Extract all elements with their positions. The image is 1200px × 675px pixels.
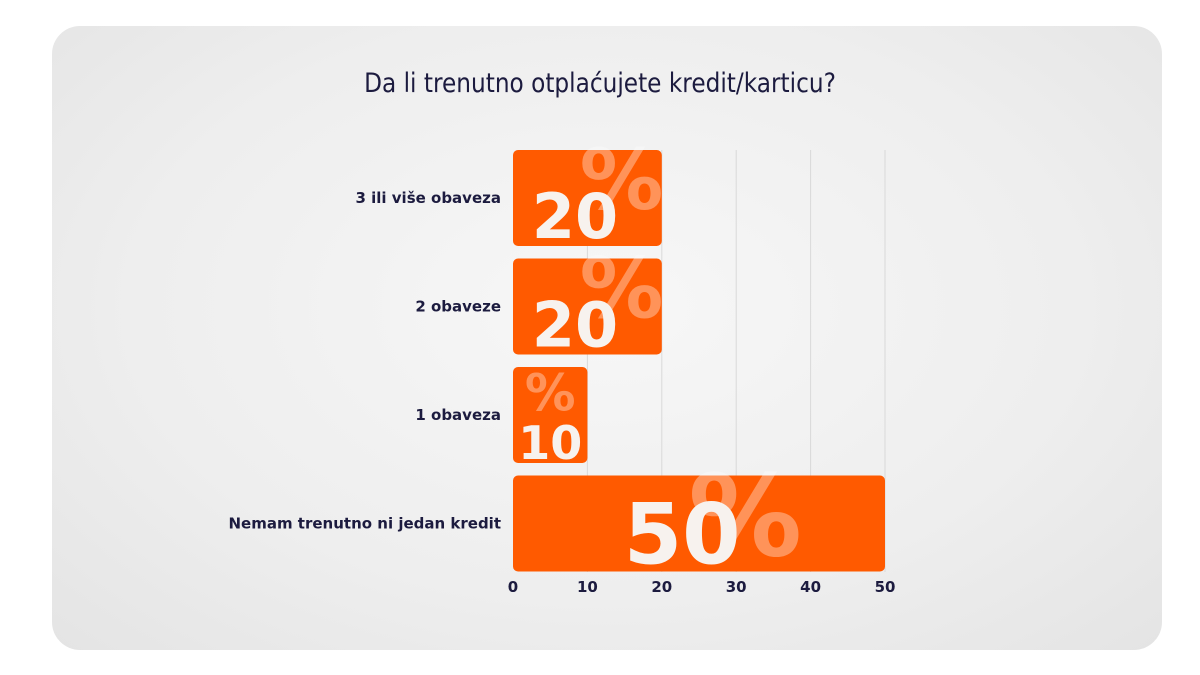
x-tick-label: 10 — [577, 578, 598, 596]
percent-symbol: % — [580, 239, 664, 337]
bar — [513, 367, 588, 463]
x-tick-label: 40 — [800, 578, 821, 596]
bar-value-label: 20 — [532, 289, 618, 362]
bar-value-label: 10 — [518, 416, 582, 470]
x-tick-label: 20 — [651, 578, 672, 596]
chart-title: Da li trenutno otplaćujete kredit/kartic… — [364, 68, 836, 99]
category-label: 2 obaveze — [415, 298, 501, 316]
bar — [513, 150, 662, 246]
category-label: 1 obaveza — [415, 406, 501, 424]
x-tick-label: 0 — [508, 578, 518, 596]
category-label: Nemam trenutno ni jedan kredit — [228, 515, 501, 533]
percent-symbol: % — [688, 450, 802, 582]
category-label: 3 ili više obaveza — [355, 189, 501, 207]
x-tick-label: 30 — [726, 578, 747, 596]
bar-value-label: 20 — [532, 180, 618, 253]
bar — [513, 258, 662, 355]
percent-symbol: % — [525, 364, 576, 423]
x-tick-label: 50 — [875, 578, 896, 596]
bar — [513, 475, 885, 572]
bar-value-label: 50 — [624, 486, 741, 584]
percent-symbol: % — [580, 131, 664, 229]
